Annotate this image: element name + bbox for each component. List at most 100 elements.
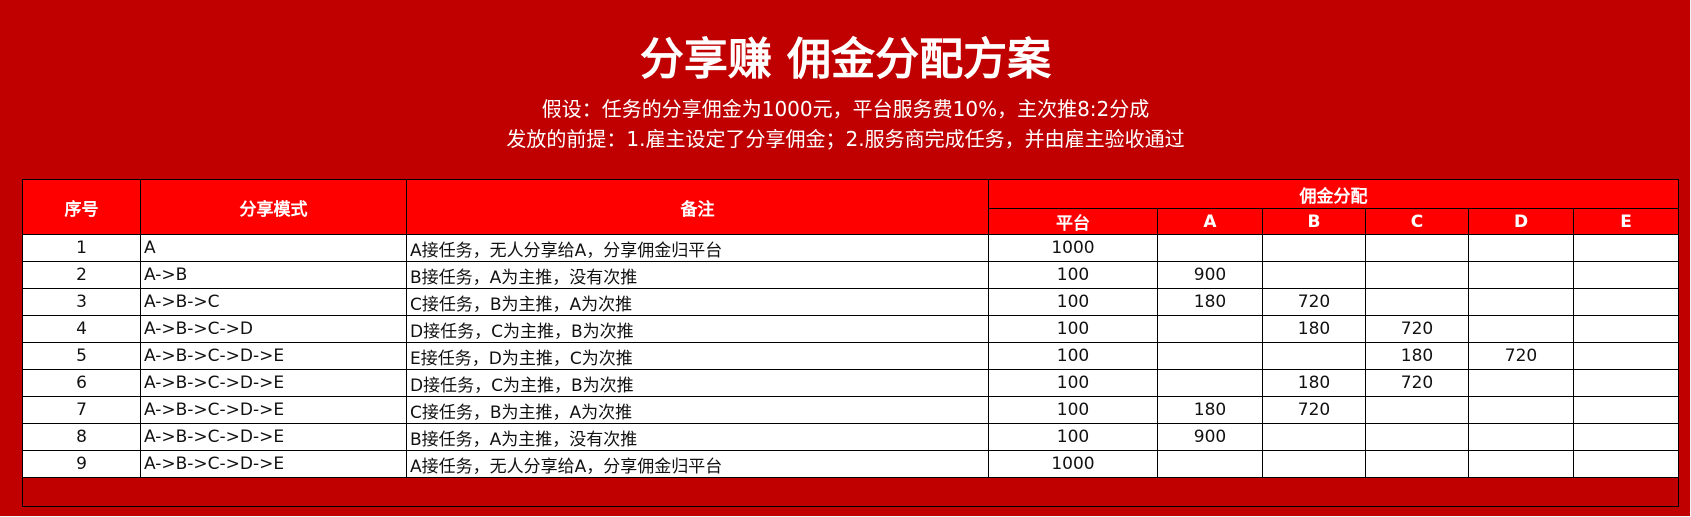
cell-note[interactable]: A接任务，无人分享给A，分享佣金归平台	[406, 450, 989, 478]
cell-d[interactable]	[1468, 450, 1574, 478]
cell-platform[interactable]: 100	[988, 369, 1158, 397]
header-platform[interactable]: 平台	[988, 208, 1158, 235]
cell-d[interactable]	[1468, 423, 1574, 451]
cell-a[interactable]	[1157, 234, 1263, 262]
cell-e[interactable]	[1573, 342, 1679, 370]
cell-a[interactable]: 180	[1157, 288, 1263, 316]
cell-c[interactable]: 720	[1365, 369, 1469, 397]
cell-mode[interactable]: A->B	[140, 261, 407, 289]
cell-d[interactable]	[1468, 369, 1574, 397]
cell-b[interactable]	[1262, 423, 1366, 451]
cell-c[interactable]	[1365, 450, 1469, 478]
cell-d[interactable]	[1468, 396, 1574, 424]
cell-b[interactable]	[1262, 342, 1366, 370]
cell-no[interactable]: 6	[22, 369, 141, 397]
cell-a[interactable]	[1157, 315, 1263, 343]
cell-b[interactable]: 720	[1262, 288, 1366, 316]
cell-note[interactable]: C接任务，B为主推，A为次推	[406, 396, 989, 424]
cell-platform[interactable]: 100	[988, 396, 1158, 424]
cell-b[interactable]: 180	[1262, 315, 1366, 343]
cell-platform[interactable]: 1000	[988, 234, 1158, 262]
cell-e[interactable]	[1573, 288, 1679, 316]
cell-mode[interactable]: A->B->C	[140, 288, 407, 316]
cell-a[interactable]: 900	[1157, 423, 1263, 451]
cell-e[interactable]	[1573, 234, 1679, 262]
cell-a[interactable]: 180	[1157, 396, 1263, 424]
cell-no[interactable]: 1	[22, 234, 141, 262]
cell-note[interactable]: D接任务，C为主推，B为次推	[406, 315, 989, 343]
cell-note[interactable]: C接任务，B为主推，A为次推	[406, 288, 989, 316]
cell-a[interactable]	[1157, 450, 1263, 478]
cell-mode[interactable]: A	[140, 234, 407, 262]
cell-b[interactable]	[1262, 234, 1366, 262]
cell-platform[interactable]: 1000	[988, 450, 1158, 478]
header-mode[interactable]: 分享模式	[140, 179, 407, 235]
cell-mode[interactable]: A->B->C->D->E	[140, 342, 407, 370]
cell-b[interactable]	[1262, 261, 1366, 289]
footer-cell[interactable]	[22, 477, 1679, 507]
cell-d[interactable]: 720	[1468, 342, 1574, 370]
header-commission-group[interactable]: 佣金分配	[988, 179, 1679, 209]
cell-c[interactable]	[1365, 234, 1469, 262]
cell-platform[interactable]: 100	[988, 261, 1158, 289]
header-c[interactable]: C	[1365, 208, 1469, 235]
cell-note[interactable]: A接任务，无人分享给A，分享佣金归平台	[406, 234, 989, 262]
cell-no[interactable]: 8	[22, 423, 141, 451]
table-row: 3 A->B->C C接任务，B为主推，A为次推 100 180 720	[22, 288, 1679, 316]
cell-platform[interactable]: 100	[988, 315, 1158, 343]
cell-mode[interactable]: A->B->C->D->E	[140, 450, 407, 478]
header-b[interactable]: B	[1262, 208, 1366, 235]
cell-no[interactable]: 4	[22, 315, 141, 343]
cell-no[interactable]: 9	[22, 450, 141, 478]
table-row: 6 A->B->C->D->E D接任务，C为主推，B为次推 100 180 720	[22, 369, 1679, 397]
cell-d[interactable]	[1468, 315, 1574, 343]
cell-e[interactable]	[1573, 369, 1679, 397]
cell-e[interactable]	[1573, 315, 1679, 343]
cell-platform[interactable]: 100	[988, 423, 1158, 451]
cell-e[interactable]	[1573, 261, 1679, 289]
precondition-text: 发放的前提：1.雇主设定了分享佣金；2.服务商完成任务，并由雇主验收通过	[506, 127, 1185, 151]
cell-c[interactable]: 720	[1365, 315, 1469, 343]
cell-mode[interactable]: A->B->C->D->E	[140, 369, 407, 397]
cell-a[interactable]: 900	[1157, 261, 1263, 289]
cell-platform[interactable]: 100	[988, 342, 1158, 370]
cell-b[interactable]: 720	[1262, 396, 1366, 424]
cell-d[interactable]	[1468, 288, 1574, 316]
cell-d[interactable]	[1468, 234, 1574, 262]
cell-c[interactable]	[1365, 288, 1469, 316]
header-note[interactable]: 备注	[406, 179, 989, 235]
cell-e[interactable]	[1573, 423, 1679, 451]
cell-note[interactable]: D接任务，C为主推，B为次推	[406, 369, 989, 397]
cell-e[interactable]	[1573, 396, 1679, 424]
cell-note[interactable]: B接任务，A为主推，没有次推	[406, 423, 989, 451]
header-e[interactable]: E	[1573, 208, 1679, 235]
cell-a[interactable]	[1157, 342, 1263, 370]
cell-note[interactable]: E接任务，D为主推，C为次推	[406, 342, 989, 370]
table-row: 8 A->B->C->D->E B接任务，A为主推，没有次推 100 900	[22, 423, 1679, 451]
cell-mode[interactable]: A->B->C->D->E	[140, 423, 407, 451]
cell-c[interactable]	[1365, 396, 1469, 424]
cell-c[interactable]	[1365, 261, 1469, 289]
cell-note[interactable]: B接任务，A为主推，没有次推	[406, 261, 989, 289]
table-row: 7 A->B->C->D->E C接任务，B为主推，A为次推 100 180 720	[22, 396, 1679, 424]
cell-mode[interactable]: A->B->C->D	[140, 315, 407, 343]
cell-d[interactable]	[1468, 261, 1574, 289]
header-no[interactable]: 序号	[22, 179, 141, 235]
cell-a[interactable]	[1157, 369, 1263, 397]
cell-no[interactable]: 7	[22, 396, 141, 424]
header-a[interactable]: A	[1157, 208, 1263, 235]
cell-b[interactable]	[1262, 450, 1366, 478]
cell-c[interactable]: 180	[1365, 342, 1469, 370]
header-d[interactable]: D	[1468, 208, 1574, 235]
cell-b[interactable]: 180	[1262, 369, 1366, 397]
cell-no[interactable]: 3	[22, 288, 141, 316]
cell-e[interactable]	[1573, 450, 1679, 478]
cell-c[interactable]	[1365, 423, 1469, 451]
cell-mode[interactable]: A->B->C->D->E	[140, 396, 407, 424]
table-row: 9 A->B->C->D->E A接任务，无人分享给A，分享佣金归平台 1000	[22, 450, 1679, 478]
cell-no[interactable]: 2	[22, 261, 141, 289]
footer-band	[22, 477, 1679, 507]
cell-no[interactable]: 5	[22, 342, 141, 370]
cell-platform[interactable]: 100	[988, 288, 1158, 316]
